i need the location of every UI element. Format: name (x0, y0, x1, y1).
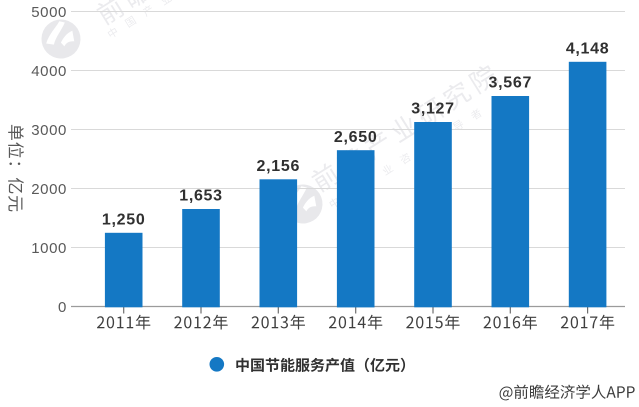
svg-text:1000: 1000 (31, 240, 67, 257)
svg-text:1,250: 1,250 (102, 211, 146, 228)
svg-text:3,127: 3,127 (411, 101, 455, 118)
svg-text:4,148: 4,148 (566, 41, 610, 58)
svg-text:3,567: 3,567 (489, 75, 533, 92)
svg-text:2,650: 2,650 (334, 129, 378, 146)
svg-text:5000: 5000 (31, 4, 67, 21)
svg-text:4000: 4000 (31, 63, 67, 80)
svg-text:2000: 2000 (31, 181, 67, 198)
svg-text:3000: 3000 (31, 122, 67, 139)
svg-text:1,653: 1,653 (179, 188, 223, 205)
svg-text:2,156: 2,156 (257, 158, 301, 175)
svg-text:0: 0 (58, 299, 67, 316)
